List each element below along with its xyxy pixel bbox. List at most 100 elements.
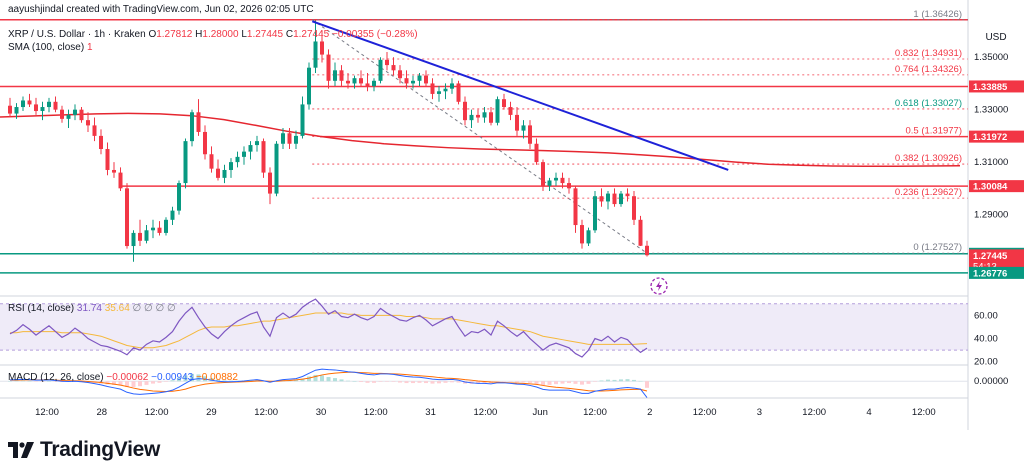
macd-histogram-bar (40, 381, 45, 382)
macd-histogram-bar (209, 378, 214, 382)
time-tick-label: 4 (866, 407, 871, 418)
candle (255, 135, 259, 152)
candle-body (8, 105, 12, 114)
macd-histogram-bar (554, 381, 558, 385)
macd-histogram-bar (625, 379, 630, 382)
symbol-title[interactable]: XRP / U.S. Dollar · 1h · Kraken (8, 29, 146, 40)
candle-body (573, 188, 578, 226)
macd-histogram-bar (385, 381, 389, 382)
candle-body (86, 120, 90, 126)
macd-histogram-bar (547, 381, 552, 385)
macd-histogram-bar (398, 381, 402, 383)
candle (411, 75, 415, 89)
macd-histogram-bar (567, 381, 571, 384)
macd-histogram-bar (190, 373, 194, 382)
macd-histogram-bar (320, 375, 324, 382)
macd-histogram-bar (177, 377, 181, 382)
candle (606, 190, 610, 210)
price-tag-text: 1.33885 (973, 82, 1008, 93)
candle (144, 225, 149, 244)
chart-header: aayushjindal created with TradingView.co… (8, 4, 314, 15)
rsi-series (9, 298, 648, 358)
macd-histogram-bar (307, 376, 311, 382)
price-tag-level-1-26776: 1.26776 (969, 266, 1024, 279)
macd-histogram-bar (183, 375, 188, 382)
macd-histogram-bar (157, 381, 162, 383)
candle-body (47, 101, 51, 108)
price-tick-label: 1.31000 (974, 157, 1008, 168)
macd-histogram-bar (47, 381, 51, 382)
candle-body (437, 91, 441, 94)
candle (229, 158, 233, 178)
candle-body (359, 78, 363, 84)
sma-legend[interactable]: SMA (100, close) 1 (8, 42, 93, 53)
macd-histogram-bar (599, 380, 604, 382)
time-tick-label: 12:00 (693, 407, 717, 418)
candle (547, 177, 552, 191)
macd-histogram-bar (450, 381, 454, 383)
rsi-tick-label: 20.00 (974, 357, 998, 368)
candle-body (554, 177, 558, 181)
candle-body (300, 104, 305, 136)
candles (8, 20, 649, 262)
candle-body (567, 183, 571, 189)
candle (313, 20, 318, 73)
trendline[interactable] (311, 20, 729, 171)
candle (66, 109, 71, 129)
candle-body (27, 100, 32, 105)
candle (469, 109, 474, 129)
candle-body (131, 232, 136, 247)
candle-body (118, 172, 123, 189)
candle-body (216, 168, 220, 178)
fibonacci-retracement[interactable]: 1 (1.36426) 0.832 (1.34931) 0.764 (1.34326… (311, 9, 968, 254)
lightning-icon[interactable] (650, 277, 668, 295)
macd-histogram-bar (417, 381, 422, 383)
candle (274, 141, 279, 197)
candle-body (619, 193, 623, 205)
price-tag-level-1-33885: 1.33885 (969, 80, 1024, 93)
macd-histogram-bar (580, 381, 584, 385)
currency-label[interactable]: USD (985, 32, 1006, 43)
macd-histogram-bar (391, 381, 396, 382)
price-tag-background (969, 249, 1024, 272)
candle-body (268, 172, 272, 194)
sma-label: SMA (100, close) (8, 42, 85, 53)
candle-body (203, 131, 207, 155)
rsi-legend[interactable]: RSI (14, close) 31.74 35.64 ∅ ∅ ∅ ∅ (8, 303, 176, 314)
bearish-trendline[interactable] (311, 20, 729, 171)
macd-histogram-bar (196, 374, 201, 382)
candle (21, 96, 25, 111)
candle (125, 183, 129, 249)
candle-body (378, 59, 383, 81)
candle (593, 190, 597, 233)
macd-histogram-bar (352, 381, 357, 382)
candle-body (255, 141, 259, 146)
macd-histogram-bar (151, 381, 155, 384)
candle (92, 117, 97, 142)
candle-body (638, 219, 643, 246)
macd-legend[interactable]: MACD (12, 26, close) −0.00062 −0.00943 −… (8, 372, 238, 383)
candle-body (112, 169, 116, 173)
macd-value-1: −0.00062 (106, 372, 149, 383)
macd-histogram-bar (378, 381, 383, 382)
macd-histogram-bar (27, 380, 32, 382)
candle-body (196, 112, 201, 132)
candle (372, 78, 376, 92)
candle (424, 70, 428, 87)
candle (534, 138, 539, 165)
candle (34, 97, 38, 115)
macd-histogram-bar (560, 381, 565, 384)
candle (8, 97, 12, 118)
candle (287, 128, 292, 149)
candle (112, 162, 116, 178)
candle-body (333, 70, 337, 81)
candle (463, 96, 467, 126)
axes[interactable]: USD1.350001.330001.310001.290001.2700060… (35, 32, 1008, 418)
tradingview-logo[interactable]: TradingView (8, 438, 160, 462)
candle-body (502, 99, 506, 108)
candle (14, 103, 19, 119)
candle (567, 177, 571, 194)
candle (495, 96, 500, 126)
candle (131, 230, 136, 262)
